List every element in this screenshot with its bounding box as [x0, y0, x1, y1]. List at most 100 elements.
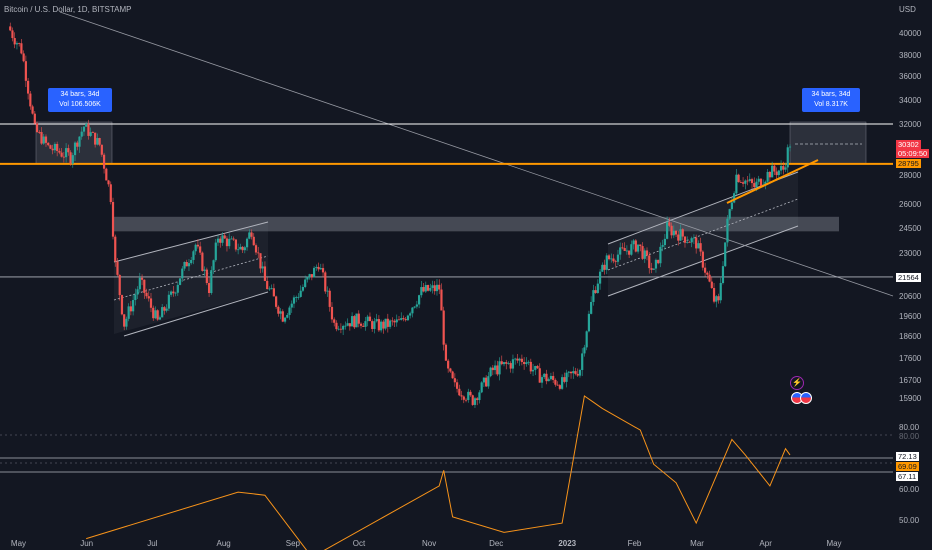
candle-body [708, 274, 711, 282]
candle-body [438, 284, 441, 290]
price-axis-tick: 17600 [899, 354, 922, 363]
candle-body [688, 241, 691, 243]
time-axis-label: Jun [80, 539, 93, 548]
candle-body [632, 240, 635, 245]
candle-body [764, 181, 767, 185]
candle-body [476, 398, 479, 401]
price-axis-tick: 19600 [899, 312, 922, 321]
candle-body [529, 361, 532, 372]
candle-body [85, 123, 88, 127]
candle-body [286, 314, 289, 318]
candle-body [321, 268, 325, 273]
candle-body [594, 290, 597, 293]
candle-body [297, 296, 300, 298]
measure-vol-label: Vol 106.506K [59, 101, 101, 108]
candle-body [724, 242, 727, 267]
candle-body [426, 285, 430, 291]
candle-body [165, 308, 168, 311]
candle-body [292, 297, 296, 304]
candle-body [721, 266, 725, 283]
candle-body [692, 237, 696, 239]
candle-body [614, 261, 617, 263]
candle-body [373, 321, 376, 329]
candle-body [397, 319, 401, 321]
candle-body [482, 377, 486, 383]
indicator-tag-upper: 72.13 [896, 452, 919, 461]
candle-body [487, 376, 490, 387]
candle-body [670, 225, 673, 236]
candle-body [507, 363, 510, 364]
candle-body [123, 314, 126, 327]
candle-body [674, 230, 678, 235]
indicator-axis-tick: 80.00 [899, 432, 920, 441]
candle-body [143, 279, 146, 293]
candle-body [534, 365, 537, 370]
time-axis-label: Feb [628, 539, 642, 548]
candle-body [668, 222, 671, 226]
candle-body [536, 365, 539, 369]
candle-body [62, 156, 65, 158]
candle-body [728, 209, 731, 219]
candle-body [199, 246, 202, 253]
candle-body [342, 325, 345, 330]
price-axis-tick: 23000 [899, 249, 922, 258]
candle-body [136, 289, 139, 295]
resistance-zone [114, 216, 839, 232]
candle-body [348, 323, 351, 327]
candle-body [384, 318, 387, 329]
price-axis-tick: 20600 [899, 292, 922, 301]
candle-body [630, 244, 633, 255]
candle-body [362, 325, 365, 327]
candle-body [382, 321, 385, 329]
candle-body [404, 319, 407, 321]
candle-body [272, 288, 275, 297]
candle-body [402, 318, 405, 320]
candle-body [406, 315, 410, 321]
candle-body [491, 367, 494, 371]
candle-body [706, 272, 709, 275]
candle-body [102, 154, 106, 169]
candle-body [514, 358, 517, 360]
candle-body [154, 310, 157, 319]
candle-body [158, 317, 162, 320]
candle-body [40, 132, 43, 144]
candle-body [641, 246, 644, 259]
candle-body [739, 182, 742, 183]
candle-body [145, 292, 148, 297]
price-axis-tick: 36000 [899, 72, 922, 81]
candle-body [690, 238, 693, 243]
time-axis-label: Apr [759, 539, 772, 548]
flash-event-icon[interactable]: ⚡ [790, 376, 804, 390]
us-flag-icon[interactable] [800, 392, 812, 404]
candle-body [598, 271, 602, 284]
candle-body [58, 150, 61, 153]
indicator-axis-tick: 80.00 [899, 423, 920, 432]
candle-body [355, 313, 358, 328]
candle-body [13, 38, 16, 45]
rising-support-line [726, 159, 819, 204]
price-axis-tick: 32000 [899, 120, 922, 129]
candle-body [773, 165, 776, 172]
candle-body [375, 319, 378, 322]
candle-body [710, 281, 713, 289]
candle-body [243, 247, 246, 251]
candle-body [746, 180, 749, 182]
candle-body [185, 261, 188, 267]
candle-body [288, 307, 291, 315]
candle-body [18, 43, 21, 44]
candle-body [543, 373, 546, 378]
price-axis-tick: 34000 [899, 96, 922, 105]
candle-body [304, 279, 307, 287]
price-tag-support: 21564 [896, 273, 921, 282]
candle-body [511, 359, 515, 369]
candle-body [147, 296, 150, 299]
candle-body [527, 361, 530, 363]
candle-body [730, 202, 734, 210]
candle-body [393, 320, 396, 323]
candle-body [308, 274, 311, 278]
candle-body [473, 398, 477, 405]
candle-body [9, 26, 12, 31]
candle-body [558, 385, 561, 389]
candle-body [467, 391, 470, 400]
